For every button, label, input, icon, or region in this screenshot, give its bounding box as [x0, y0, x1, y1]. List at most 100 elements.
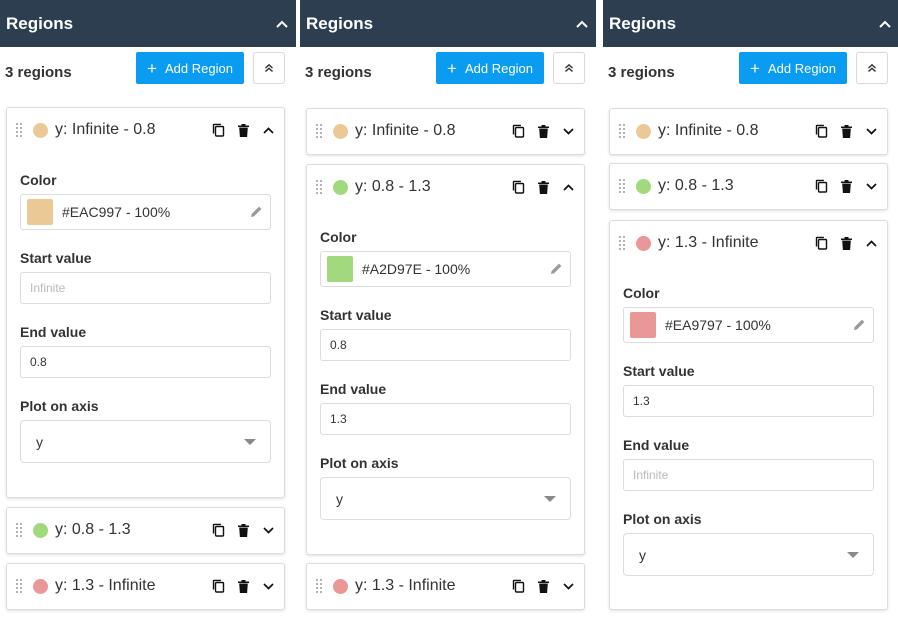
- trash-icon[interactable]: [839, 178, 854, 194]
- drag-handle-icon[interactable]: [619, 179, 627, 193]
- region-card-header[interactable]: y: 0.8 - 1.3: [7, 508, 284, 552]
- color-swatch[interactable]: [327, 256, 353, 282]
- region-card-header[interactable]: y: Infinite - 0.8: [7, 108, 284, 152]
- trash-icon[interactable]: [536, 179, 551, 195]
- chevron-up-icon[interactable]: [274, 16, 290, 32]
- add-region-label: Add Region: [767, 60, 836, 76]
- copy-icon[interactable]: [814, 123, 829, 139]
- chevron-up-icon[interactable]: [561, 179, 576, 195]
- region-label: y: 1.3 - Infinite: [55, 577, 156, 594]
- region-actions: [211, 578, 276, 594]
- region-card-header[interactable]: y: 0.8 - 1.3: [307, 165, 584, 209]
- panel-header[interactable]: Regions: [603, 0, 898, 47]
- copy-icon[interactable]: [211, 522, 226, 538]
- start-value-input[interactable]: [623, 385, 874, 417]
- copy-icon[interactable]: [814, 178, 829, 194]
- copy-icon[interactable]: [511, 123, 526, 139]
- double-chevron-up-icon: [564, 63, 574, 73]
- region-actions: [511, 123, 576, 139]
- color-picker[interactable]: #EA9797 - 100%: [623, 307, 874, 343]
- collapse-all-button[interactable]: [553, 52, 585, 84]
- chevron-down-icon[interactable]: [261, 578, 276, 594]
- chevron-down-icon[interactable]: [561, 123, 576, 139]
- color-picker[interactable]: #A2D97E - 100%: [320, 251, 571, 287]
- collapse-all-button[interactable]: [253, 52, 285, 84]
- axis-select[interactable]: y: [20, 420, 271, 463]
- add-region-button[interactable]: + Add Region: [436, 52, 544, 84]
- drag-handle-icon[interactable]: [316, 124, 324, 138]
- region-color-dot: [33, 522, 48, 538]
- axis-select[interactable]: y: [320, 477, 571, 520]
- region-card: y: 1.3 - Infinite: [6, 563, 285, 610]
- chevron-down-icon[interactable]: [261, 522, 276, 538]
- region-card-header[interactable]: y: 1.3 - Infinite: [610, 221, 887, 265]
- color-swatch[interactable]: [630, 312, 656, 338]
- region-actions: [211, 122, 276, 138]
- color-swatch[interactable]: [27, 199, 53, 225]
- drag-handle-icon[interactable]: [316, 579, 324, 593]
- chevron-down-icon[interactable]: [864, 123, 879, 139]
- copy-icon[interactable]: [814, 235, 829, 251]
- chevron-up-icon[interactable]: [261, 122, 276, 138]
- region-card: y: Infinite - 0.8 Color #EAC997 - 100% Star…: [6, 107, 285, 498]
- chevron-down-icon[interactable]: [864, 178, 879, 194]
- chevron-up-icon[interactable]: [574, 16, 590, 32]
- trash-icon[interactable]: [839, 235, 854, 251]
- start-value-label: Start value: [320, 307, 392, 323]
- copy-icon[interactable]: [511, 578, 526, 594]
- start-value-input[interactable]: [320, 329, 571, 361]
- panel-title: Regions: [306, 13, 374, 33]
- axis-select[interactable]: y: [623, 533, 874, 576]
- end-value-input[interactable]: [20, 346, 271, 378]
- pencil-icon[interactable]: [550, 262, 564, 276]
- copy-icon[interactable]: [211, 578, 226, 594]
- chevron-up-icon[interactable]: [877, 16, 893, 32]
- region-label: y: 0.8 - 1.3: [55, 521, 131, 538]
- drag-handle-icon[interactable]: [16, 579, 24, 593]
- region-editor: Color #EAC997 - 100% Start value End value P…: [7, 172, 284, 463]
- panel-header[interactable]: Regions: [300, 0, 596, 47]
- pencil-icon[interactable]: [853, 318, 867, 332]
- region-card: y: Infinite - 0.8: [609, 108, 888, 155]
- trash-icon[interactable]: [236, 578, 251, 594]
- end-value-input[interactable]: [320, 403, 571, 435]
- region-label: y: 1.3 - Infinite: [658, 234, 759, 251]
- axis-select-value: y: [336, 490, 343, 507]
- chevron-down-icon[interactable]: [561, 578, 576, 594]
- copy-icon[interactable]: [511, 179, 526, 195]
- trash-icon[interactable]: [236, 522, 251, 538]
- trash-icon[interactable]: [536, 123, 551, 139]
- region-editor: Color #A2D97E - 100% Start value End value P…: [307, 229, 584, 520]
- add-region-button[interactable]: + Add Region: [136, 52, 244, 84]
- copy-icon[interactable]: [211, 122, 226, 138]
- trash-icon[interactable]: [536, 578, 551, 594]
- end-value-input[interactable]: [623, 459, 874, 491]
- start-value-input[interactable]: [20, 272, 271, 304]
- region-color-dot: [33, 578, 48, 594]
- drag-handle-icon[interactable]: [316, 180, 324, 194]
- panel-header[interactable]: Regions: [0, 0, 296, 47]
- region-card-header[interactable]: y: 1.3 - Infinite: [7, 564, 284, 608]
- trash-icon[interactable]: [839, 123, 854, 139]
- collapse-all-button[interactable]: [856, 52, 888, 84]
- drag-handle-icon[interactable]: [16, 123, 24, 137]
- region-card-header[interactable]: y: 0.8 - 1.3: [610, 164, 887, 208]
- region-card-header[interactable]: y: 1.3 - Infinite: [307, 564, 584, 608]
- add-region-button[interactable]: + Add Region: [739, 52, 847, 84]
- drag-handle-icon[interactable]: [619, 236, 627, 250]
- region-actions: [511, 179, 576, 195]
- trash-icon[interactable]: [236, 122, 251, 138]
- region-card-header[interactable]: y: Infinite - 0.8: [610, 109, 887, 153]
- color-label: Color: [623, 285, 660, 301]
- drag-handle-icon[interactable]: [619, 124, 627, 138]
- region-card: y: Infinite - 0.8: [306, 108, 585, 155]
- add-region-label: Add Region: [464, 60, 533, 76]
- region-label: y: Infinite - 0.8: [658, 122, 759, 139]
- color-picker[interactable]: #EAC997 - 100%: [20, 194, 271, 230]
- chevron-up-icon[interactable]: [864, 235, 879, 251]
- region-card-header[interactable]: y: Infinite - 0.8: [307, 109, 584, 153]
- color-label: Color: [20, 172, 57, 188]
- drag-handle-icon[interactable]: [16, 523, 24, 537]
- caret-down-icon: [847, 551, 859, 558]
- pencil-icon[interactable]: [250, 205, 264, 219]
